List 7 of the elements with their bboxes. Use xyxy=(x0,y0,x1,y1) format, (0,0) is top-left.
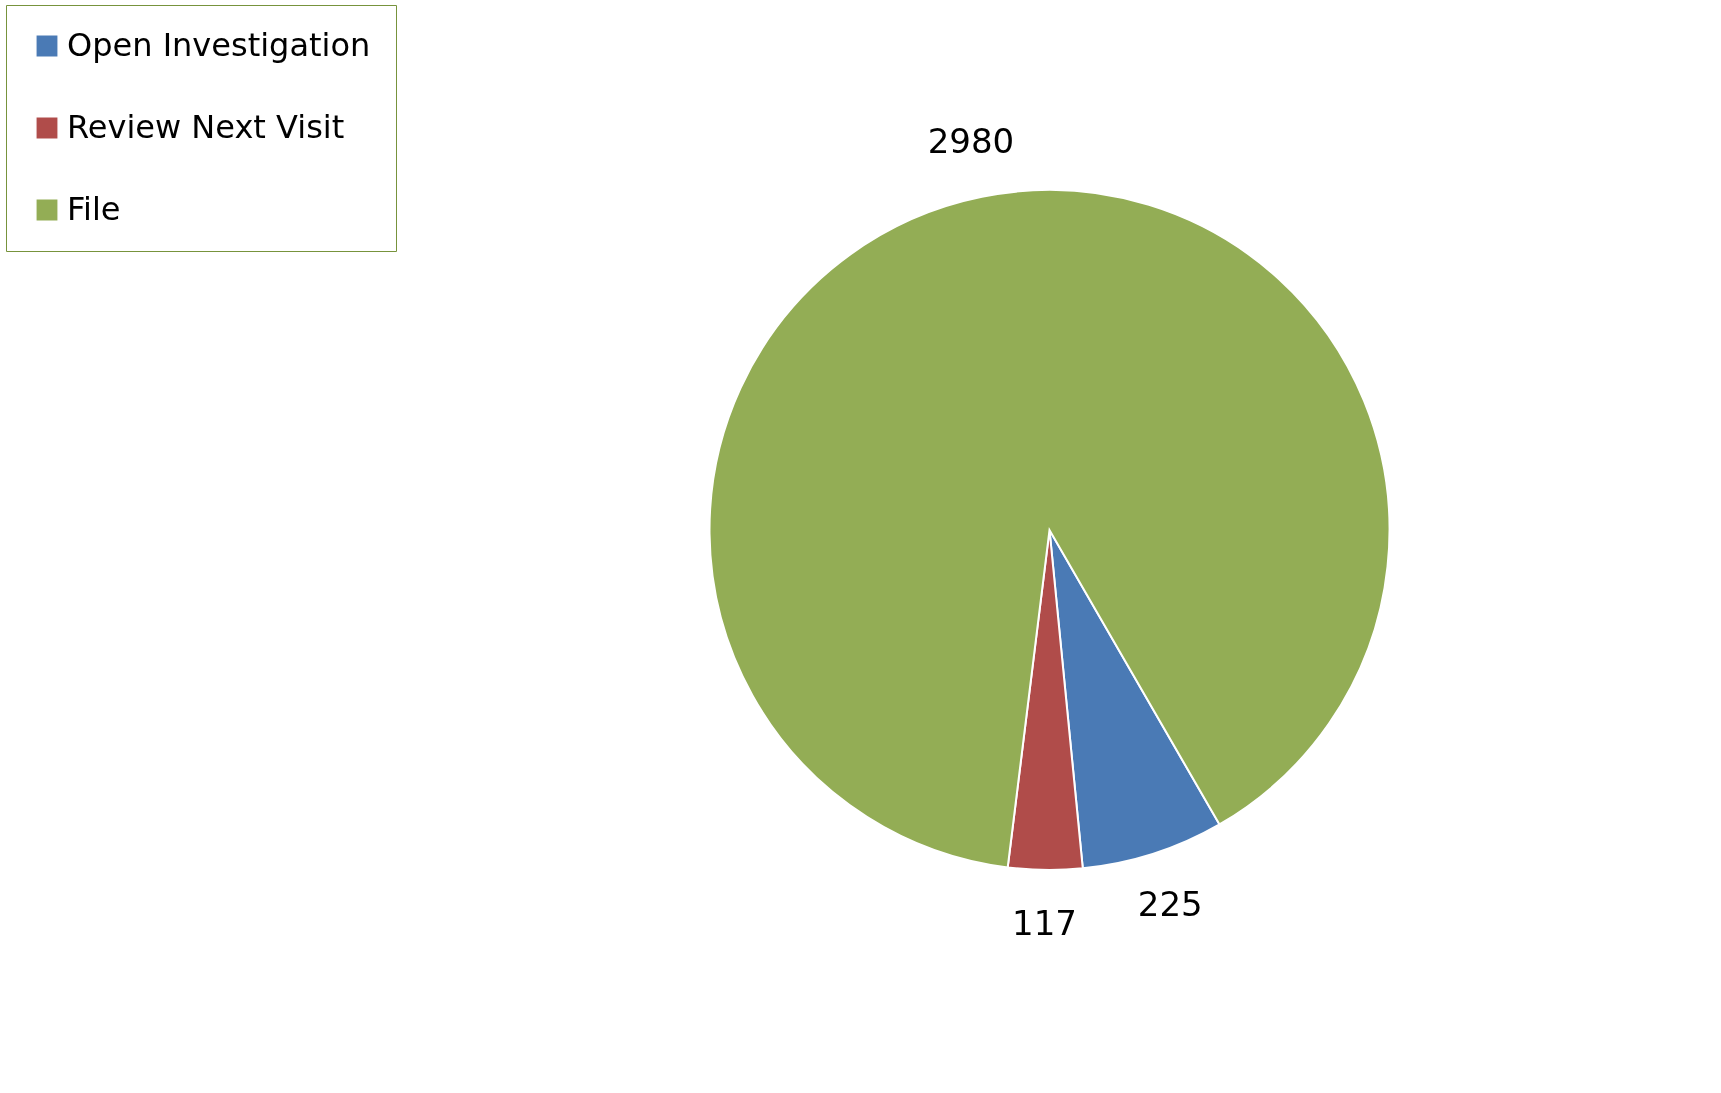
data-label: 225 xyxy=(1137,884,1203,925)
legend-label: Open Investigation xyxy=(67,26,371,64)
data-label: 117 xyxy=(1012,902,1077,943)
data-label: 2980 xyxy=(927,120,1015,161)
legend-label: Review Next Visit xyxy=(67,108,345,146)
pie-slice xyxy=(708,189,1391,869)
legend-label: File xyxy=(67,190,121,228)
